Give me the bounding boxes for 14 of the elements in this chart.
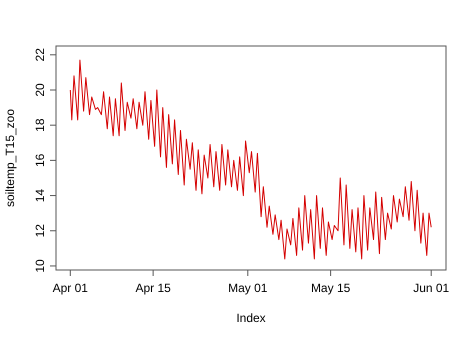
x-tick-label: May 15 xyxy=(310,281,351,295)
y-axis-title: soiltemp_T15_zoo xyxy=(3,108,17,208)
y-tick-label: 20 xyxy=(33,82,47,97)
x-tick-label: Apr 15 xyxy=(135,281,172,295)
y-tick-label: 12 xyxy=(33,224,47,238)
x-tick-label: May 01 xyxy=(228,281,268,295)
y-tick-label: 18 xyxy=(33,118,47,132)
y-tick-label: 14 xyxy=(33,188,47,202)
y-tick-label: 10 xyxy=(33,258,47,273)
y-tick-label: 22 xyxy=(33,48,47,62)
x-axis-title: Index xyxy=(236,311,266,325)
x-tick-label: Jun 01 xyxy=(413,281,450,295)
x-tick-label: Apr 01 xyxy=(52,281,88,295)
y-tick-label: 16 xyxy=(33,153,47,168)
